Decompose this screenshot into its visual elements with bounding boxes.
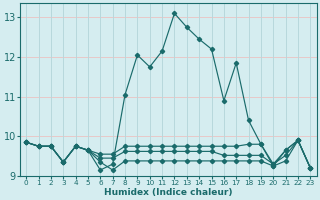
X-axis label: Humidex (Indice chaleur): Humidex (Indice chaleur) (104, 188, 233, 197)
